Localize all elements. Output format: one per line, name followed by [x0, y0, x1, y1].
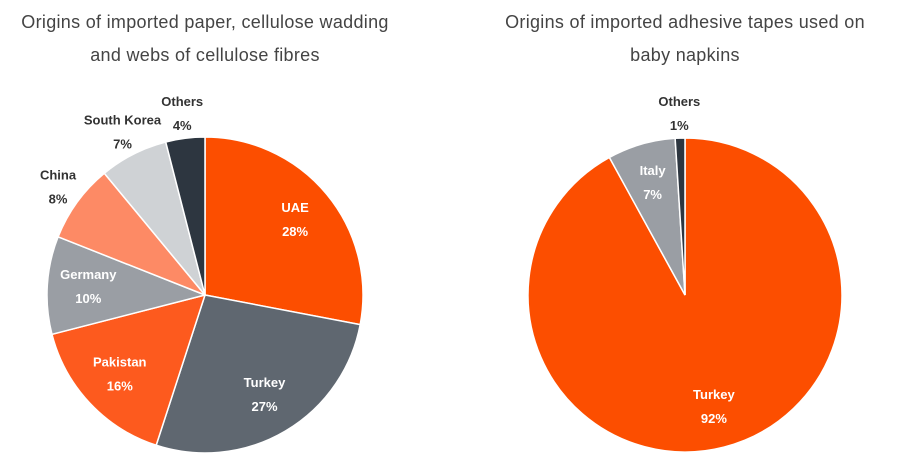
slice-label: China	[40, 168, 77, 183]
chart-title: Origins of imported paper, cellulose wad…	[21, 12, 389, 65]
slice-label: Pakistan	[93, 354, 147, 369]
slice-label: Germany	[60, 267, 117, 282]
pie-slice	[164, 136, 206, 296]
value-label: 10%	[75, 291, 101, 306]
value-label: 28%	[282, 224, 308, 239]
pie-slice	[674, 137, 686, 296]
slice-label: UAE	[281, 200, 309, 215]
value-label: 4%	[173, 118, 192, 133]
value-label: 7%	[643, 187, 662, 202]
pie-slice	[51, 293, 207, 447]
value-label: 27%	[252, 399, 278, 414]
pie-slice	[204, 136, 364, 326]
pie-slice	[46, 235, 208, 336]
slice-label: Turkey	[693, 387, 735, 402]
slice-label: Italy	[640, 163, 667, 178]
chart-title: Origins of imported adhesive tapes used …	[505, 12, 865, 65]
value-label: 16%	[107, 378, 133, 393]
pie-slice	[155, 294, 362, 454]
value-label: 92%	[701, 411, 727, 426]
slice-label: South Korea	[84, 113, 162, 128]
value-label: 8%	[49, 192, 68, 207]
value-label: 1%	[670, 118, 689, 133]
slice-label: Turkey	[244, 375, 286, 390]
slice-label: Others	[658, 94, 700, 109]
value-label: 7%	[113, 137, 132, 152]
slice-label: Others	[161, 94, 203, 109]
